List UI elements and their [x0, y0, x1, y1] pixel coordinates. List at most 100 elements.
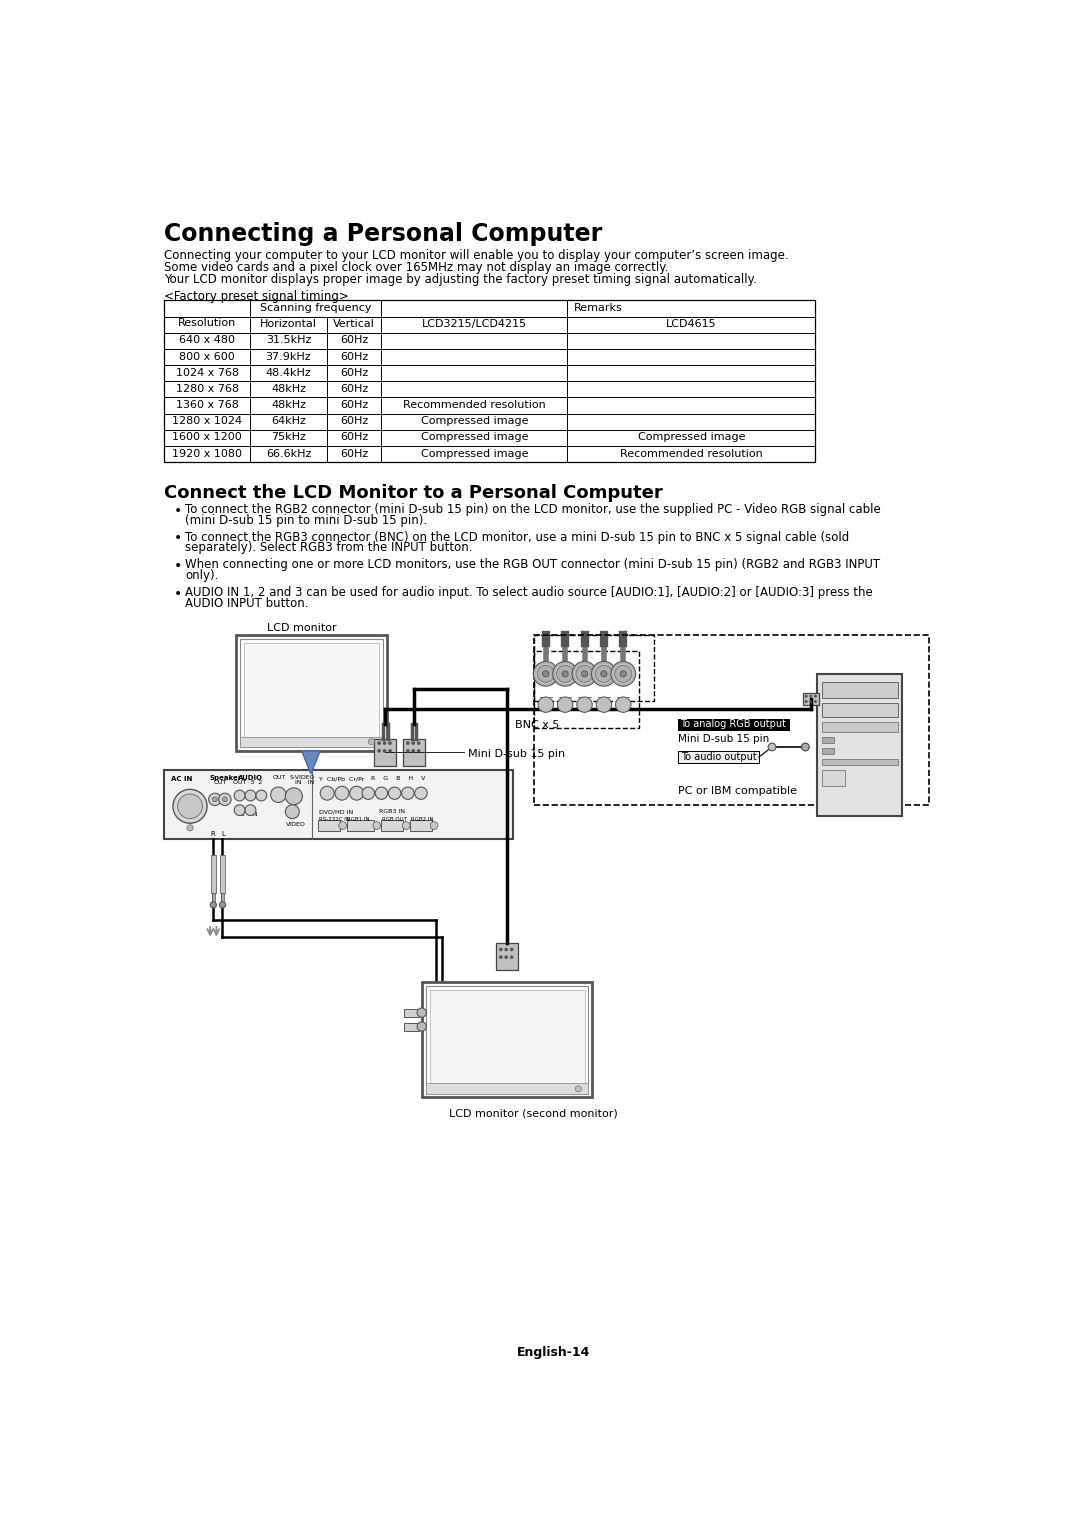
Circle shape [417, 749, 420, 752]
Text: LCD4615: LCD4615 [666, 319, 717, 329]
Text: LCD monitor (second monitor): LCD monitor (second monitor) [449, 1109, 618, 1118]
Text: 60Hz: 60Hz [340, 432, 368, 443]
Text: AUDIO IN 1, 2 and 3 can be used for audio input. To select audio source [AUDIO:1: AUDIO IN 1, 2 and 3 can be used for audi… [186, 587, 873, 599]
Text: BNC x 5: BNC x 5 [515, 720, 559, 730]
Text: AUDIO: AUDIO [238, 775, 264, 781]
Text: only).: only). [186, 568, 219, 582]
Bar [822, 721, 897, 732]
Bar [220, 854, 225, 894]
Bar [212, 894, 215, 903]
Text: RS-232C IN: RS-232C IN [319, 817, 350, 822]
Circle shape [383, 749, 387, 752]
Circle shape [805, 700, 808, 703]
Circle shape [814, 700, 816, 703]
Circle shape [810, 700, 812, 703]
Bar [430, 990, 584, 1083]
Text: English-14: English-14 [517, 1346, 590, 1358]
Bar [375, 740, 396, 766]
Bar [822, 770, 845, 785]
Text: 60Hz: 60Hz [340, 336, 368, 345]
Text: •: • [174, 559, 183, 573]
Circle shape [383, 741, 387, 744]
Circle shape [350, 787, 364, 801]
Text: Compressed image: Compressed image [421, 416, 528, 426]
Text: 640 x 480: 640 x 480 [179, 336, 235, 345]
Text: Connecting a Personal Computer: Connecting a Personal Computer [164, 222, 603, 246]
Circle shape [810, 695, 812, 697]
Bar [240, 639, 383, 747]
Text: Connect the LCD Monitor to a Personal Computer: Connect the LCD Monitor to a Personal Co… [164, 484, 663, 501]
Text: Your LCD monitor displays proper image by adjusting the factory preset timing si: Your LCD monitor displays proper image b… [164, 274, 757, 286]
Circle shape [417, 741, 420, 744]
Text: Recommended resolution: Recommended resolution [403, 400, 545, 410]
Bar [211, 854, 216, 894]
Bar [221, 894, 225, 903]
Circle shape [406, 749, 409, 752]
Circle shape [553, 662, 578, 686]
Circle shape [510, 947, 513, 950]
Text: R    G    B    H    V: R G B H V [372, 776, 426, 781]
Text: To connect the RGB2 connector (mini D-sub 15 pin) on the LCD monitor, use the su: To connect the RGB2 connector (mini D-su… [186, 503, 881, 516]
Bar [164, 301, 815, 461]
Text: 1280 x 768: 1280 x 768 [176, 384, 239, 394]
Circle shape [256, 790, 267, 801]
Circle shape [417, 1022, 427, 1031]
Text: LCD monitor: LCD monitor [267, 623, 337, 633]
Circle shape [556, 665, 573, 683]
Circle shape [211, 902, 216, 908]
Text: 48kHz: 48kHz [271, 400, 306, 410]
Circle shape [177, 795, 202, 819]
Text: Vertical: Vertical [334, 319, 375, 329]
Circle shape [339, 822, 347, 830]
Text: Recommended resolution: Recommended resolution [620, 449, 762, 458]
Bar [426, 986, 589, 1094]
Bar [822, 758, 897, 764]
Text: L: L [221, 831, 226, 837]
Circle shape [576, 665, 593, 683]
Circle shape [581, 671, 588, 677]
Circle shape [600, 671, 607, 677]
Circle shape [557, 697, 572, 712]
Text: (mini D-sub 15 pin to mini D-sub 15 pin).: (mini D-sub 15 pin to mini D-sub 15 pin)… [186, 513, 428, 527]
Text: RGB OUT: RGB OUT [382, 817, 407, 822]
Text: 800 x 600: 800 x 600 [179, 351, 235, 362]
Bar [804, 694, 819, 706]
Text: 60Hz: 60Hz [340, 351, 368, 362]
Text: Compressed image: Compressed image [421, 432, 528, 443]
Text: LCD3215/LCD4215: LCD3215/LCD4215 [422, 319, 527, 329]
Circle shape [562, 671, 568, 677]
Circle shape [208, 793, 221, 805]
Text: <Factory preset signal timing>: <Factory preset signal timing> [164, 290, 349, 304]
Text: 60Hz: 60Hz [340, 449, 368, 458]
Text: OUT: OUT [213, 781, 227, 785]
Circle shape [321, 787, 334, 801]
Text: Horizontal: Horizontal [260, 319, 316, 329]
Text: Speaker: Speaker [210, 775, 242, 781]
Circle shape [592, 662, 617, 686]
Text: Connecting your computer to your LCD monitor will enable you to display your com: Connecting your computer to your LCD mon… [164, 249, 789, 261]
Circle shape [245, 790, 256, 801]
Text: 66.6kHz: 66.6kHz [266, 449, 311, 458]
Circle shape [542, 671, 549, 677]
Circle shape [504, 955, 508, 958]
Text: OUT  3  2: OUT 3 2 [232, 781, 262, 785]
Text: 60Hz: 60Hz [340, 368, 368, 377]
Text: To connect the RGB3 connector (BNC) on the LCD monitor, use a mini D-sub 15 pin : To connect the RGB3 connector (BNC) on t… [186, 530, 850, 544]
Text: 1280 x 1024: 1280 x 1024 [172, 416, 242, 426]
Text: To analog RGB output: To analog RGB output [679, 720, 786, 729]
Text: 1920 x 1080: 1920 x 1080 [172, 449, 242, 458]
Circle shape [219, 902, 226, 908]
Circle shape [213, 798, 217, 802]
Bar [347, 821, 374, 831]
Text: Scanning frequency: Scanning frequency [260, 303, 372, 313]
Circle shape [595, 665, 612, 683]
Text: 1360 x 768: 1360 x 768 [176, 400, 239, 410]
Text: separately). Select RGB3 from the INPUT button.: separately). Select RGB3 from the INPUT … [186, 541, 473, 555]
Bar [822, 747, 834, 753]
Circle shape [271, 787, 286, 802]
Circle shape [373, 822, 380, 830]
Circle shape [417, 1008, 427, 1018]
Bar [822, 703, 897, 717]
Text: RGB3 IN: RGB3 IN [379, 810, 405, 814]
Circle shape [368, 738, 375, 744]
